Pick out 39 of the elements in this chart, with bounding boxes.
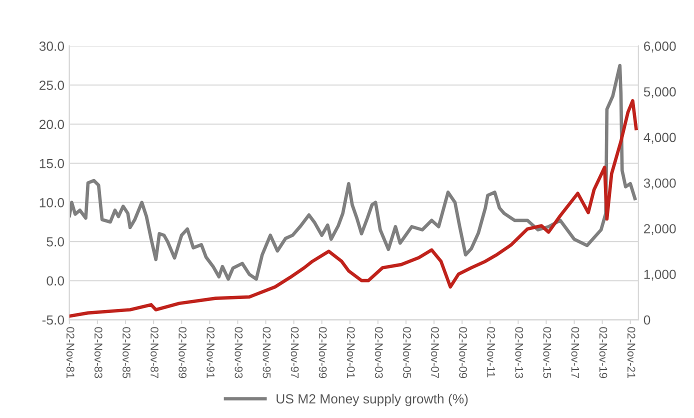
x-tick-label: 02-Nov-89 [178,327,187,378]
x-tick-label: 02-Nov-99 [318,327,327,378]
x-tick-label: 02-Nov-15 [543,327,552,378]
y2-tick-label: 1,000 [644,270,676,281]
x-tick-label: 02-Nov-05 [403,327,411,378]
x-tick-label: 02-Nov-17 [571,327,580,378]
x-tick-label: 02-Nov-97 [290,327,299,378]
line-series [69,99,638,318]
x-tick-label: 02-Nov-09 [459,327,467,378]
y-tick-label: -5.0 [42,315,64,325]
x-tick-label: 02-Nov-83 [94,327,102,378]
x-tick-label: 02-Nov-95 [262,327,271,378]
x-tick-label: 02-Nov-91 [206,327,215,378]
x-tick-label: 02-Nov-01 [346,327,355,378]
y-tick-label: 5.0 [46,237,64,246]
y-tick-label: 30.0 [39,42,64,51]
y2-tick-label: 6,000 [644,42,676,52]
y2-tick-label: 2,000 [644,224,676,235]
x-tick-label: 02-Nov-87 [150,327,158,378]
legend-label: US M2 Money supply growth (%) [276,394,468,406]
y2-tick-label: 5,000 [644,87,676,98]
y-tick-label: 25.0 [40,80,64,90]
y-tick-label: 20.0 [40,120,64,130]
x-tick-label: 02-Nov-13 [515,327,524,378]
x-tick-label: 02-Nov-11 [487,327,496,378]
x-tick-label: 02-Nov-03 [374,327,383,378]
y2-tick-label: 0 [644,315,650,325]
x-tick-label: 02-Nov-81 [66,327,74,378]
x-tick-label: 02-Nov-85 [122,327,130,378]
y-tick-label: 15.0 [40,158,64,168]
y-tick-label: 0.0 [46,276,64,286]
y2-tick-label: 3,000 [644,178,676,190]
line-series [69,64,637,281]
y2-tick-label: 4,000 [644,132,676,144]
x-tick-label: 02-Nov-21 [627,327,636,378]
x-tick-label: 02-Nov-07 [431,327,439,378]
x-tick-label: 02-Nov-19 [599,327,608,378]
y-tick-label: 10.0 [40,198,64,208]
x-tick-label: 02-Nov-93 [234,327,243,378]
